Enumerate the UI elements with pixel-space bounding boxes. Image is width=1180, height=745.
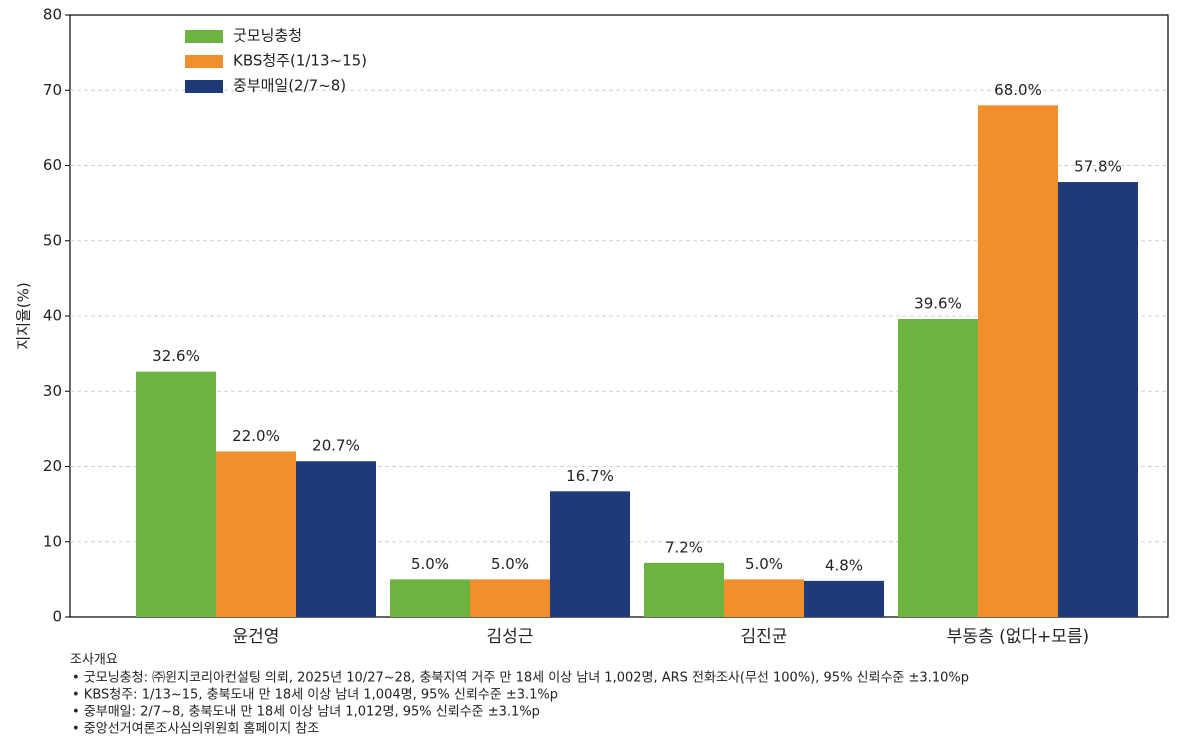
- value-label: 22.0%: [232, 427, 280, 445]
- value-label: 5.0%: [411, 555, 449, 573]
- legend-label: 굿모닝충청: [233, 27, 302, 45]
- legend-label: KBS청주(1/13~15): [233, 52, 367, 70]
- value-label: 16.7%: [566, 467, 614, 485]
- value-label: 39.6%: [914, 295, 962, 313]
- x-tick-label: 김성근: [487, 627, 534, 647]
- bar: [470, 579, 550, 617]
- y-tick-label: 50: [43, 231, 62, 249]
- value-label: 7.2%: [665, 538, 703, 556]
- legend-swatch: [185, 30, 223, 43]
- bar: [978, 105, 1058, 618]
- bar: [136, 371, 216, 617]
- x-tick-label: 김진균: [741, 627, 788, 647]
- y-tick-label: 10: [43, 532, 62, 550]
- bar: [804, 580, 884, 617]
- y-tick-label: 20: [43, 457, 62, 475]
- note-item: • 중부매일: 2/7~8, 충북도내 만 18세 이상 남녀 1,012명, …: [72, 705, 540, 720]
- bar: [898, 319, 978, 617]
- bar: [724, 579, 804, 617]
- y-tick-label: 30: [43, 382, 62, 400]
- y-tick-label: 40: [43, 307, 62, 325]
- x-tick-label: 윤건영: [233, 627, 280, 647]
- value-label: 4.8%: [825, 556, 863, 574]
- note-item: • 굿모닝충청: ㈜윈지코리아컨설팅 의뢰, 2025년 10/27~28, 충…: [72, 671, 969, 686]
- note-item: • KBS청주: 1/13~15, 충북도내 만 18세 이상 남녀 1,004…: [72, 688, 558, 703]
- y-tick-label: 70: [43, 81, 62, 99]
- legend-label: 중부매일(2/7~8): [233, 77, 346, 95]
- value-label: 5.0%: [491, 555, 529, 573]
- y-tick-label: 60: [43, 156, 62, 174]
- value-label: 5.0%: [745, 555, 783, 573]
- bar: [1058, 182, 1138, 617]
- value-label: 57.8%: [1074, 158, 1122, 176]
- legend-swatch: [185, 80, 223, 93]
- value-label: 32.6%: [152, 347, 200, 365]
- bar: [550, 491, 630, 617]
- bar: [296, 461, 376, 617]
- value-label: 68.0%: [994, 81, 1042, 99]
- y-tick-label: 0: [52, 608, 62, 626]
- bar: [216, 451, 296, 617]
- y-axis-label: 지지율(%): [15, 282, 33, 349]
- y-tick-label: 80: [43, 6, 62, 24]
- bar: [390, 579, 470, 617]
- notes-title: 조사개요: [70, 653, 118, 668]
- legend-swatch: [185, 55, 223, 68]
- value-label: 20.7%: [312, 437, 360, 455]
- bar: [644, 562, 724, 617]
- note-item: • 중앙선거여론조사심의위원회 홈페이지 참조: [72, 722, 319, 737]
- x-tick-label: 부동층 (없다+모름): [947, 627, 1089, 647]
